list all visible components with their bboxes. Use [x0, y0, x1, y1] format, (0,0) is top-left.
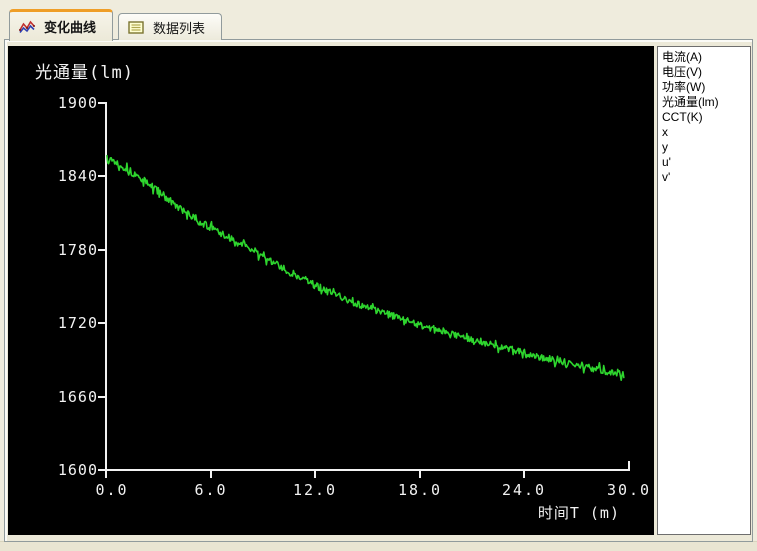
x-tick-label: 6.0: [194, 481, 227, 499]
x-tick-marks: [210, 461, 630, 478]
tab-change-curve[interactable]: 变化曲线: [9, 9, 114, 41]
data-list-icon: [128, 20, 144, 34]
x-tick-label: 24.0: [502, 481, 546, 499]
x-tick-label: 18.0: [398, 481, 442, 499]
y-tick-label: 1840: [58, 167, 98, 185]
legend-item-y[interactable]: y: [662, 140, 668, 154]
parameter-legend-list: 电流(A) 电压(V) 功率(W) 光通量(lm) CCT(K) x y u' …: [657, 46, 751, 535]
flux-curve: [106, 154, 625, 382]
y-tick-label: 1780: [58, 241, 98, 259]
tab-data-list-label: 数据列表: [153, 20, 206, 36]
curve-chart-icon: [19, 20, 35, 33]
chart-plot-area: 光通量(lm) 1900 1840 1780 1720 1660 1600 0.…: [8, 46, 654, 535]
axes: [98, 102, 630, 478]
legend-item-current[interactable]: 电流(A): [662, 50, 702, 64]
chart-title: 光通量(lm): [35, 63, 134, 83]
window-bottom-strip: [0, 541, 757, 551]
flux-chart: 光通量(lm) 1900 1840 1780 1720 1660 1600 0.…: [35, 63, 651, 522]
y-tick-label: 1660: [58, 388, 98, 406]
y-tick-label: 1600: [58, 461, 98, 479]
legend-item-cct[interactable]: CCT(K): [662, 110, 703, 124]
tab-change-curve-label: 变化曲线: [44, 20, 97, 35]
x-axis-label: 时间T (m): [538, 504, 620, 522]
legend-item-u-prime[interactable]: u': [662, 155, 671, 169]
curve-tab-page: 光通量(lm) 1900 1840 1780 1720 1660 1600 0.…: [4, 39, 753, 542]
legend-item-x[interactable]: x: [662, 125, 668, 139]
legend-item-flux[interactable]: 光通量(lm): [662, 95, 719, 109]
x-tick-label: 30.0: [607, 481, 651, 499]
y-tick-marks: [98, 102, 105, 471]
tab-bar: 变化曲线 数据列表: [9, 8, 227, 41]
x-tick-label: 12.0: [293, 481, 337, 499]
legend-item-voltage[interactable]: 电压(V): [662, 65, 702, 79]
legend-item-v-prime[interactable]: v': [662, 170, 671, 184]
y-tick-label: 1720: [58, 314, 98, 332]
tab-data-list[interactable]: 数据列表: [118, 13, 223, 40]
y-tick-label: 1900: [58, 94, 98, 112]
x-tick-label: 0.0: [95, 481, 128, 499]
legend-item-power[interactable]: 功率(W): [662, 80, 706, 94]
